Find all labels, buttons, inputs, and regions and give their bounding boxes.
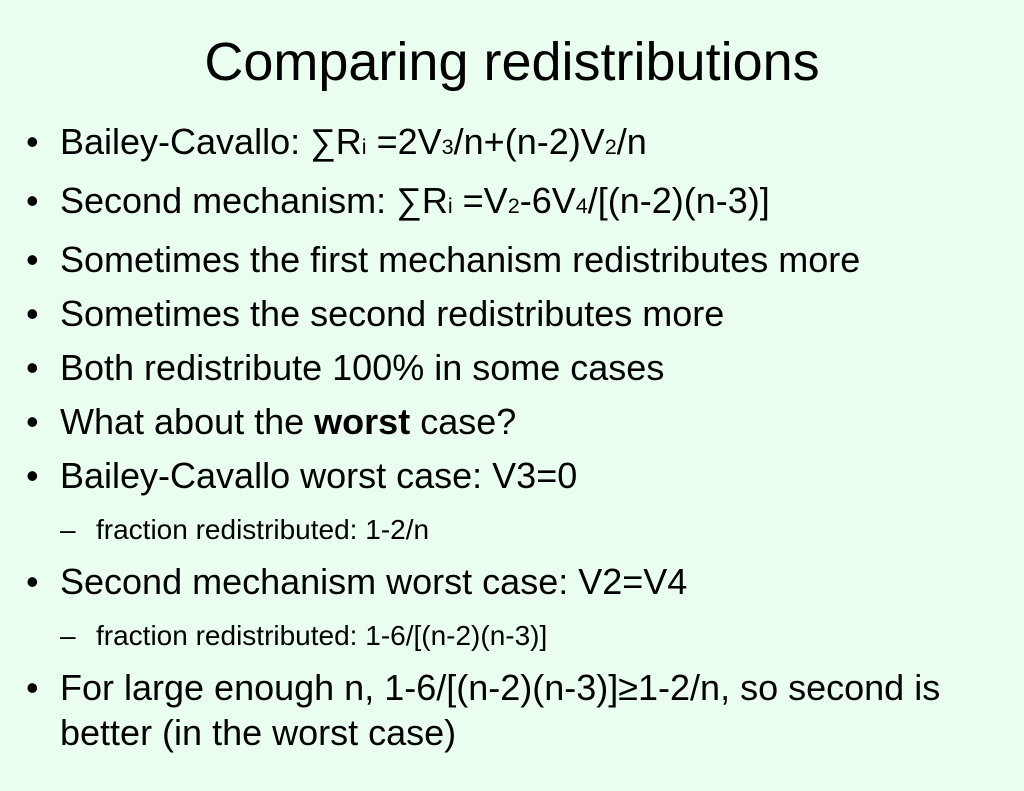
- sub-bullet: fraction redistributed: 1-6/[(n-2)(n-3)]: [0, 616, 1000, 656]
- text-run: -6V: [519, 180, 576, 221]
- bullet: Sometimes the second redistributes more: [0, 291, 1000, 336]
- text-run: Second mechanism worst case: V2=V4: [60, 561, 688, 602]
- subscript: 2: [507, 193, 520, 218]
- text-run: Sometimes the second redistributes more: [60, 293, 725, 334]
- text-run: /[(n-2)(n-3)]: [587, 180, 770, 221]
- text-run: /n: [616, 121, 647, 162]
- slide-title: Comparing redistributions: [204, 32, 820, 92]
- text-run: =V: [452, 180, 508, 221]
- text-run: What about the: [60, 401, 315, 442]
- bullet-list: Bailey-Cavallo: ∑Ri =2V3/n+(n-2)V2/nSeco…: [0, 110, 1000, 755]
- text-run: Both redistribute 100% in some cases: [60, 347, 665, 388]
- text-run: fraction redistributed: 1-6/[(n-2)(n-3)]: [96, 620, 548, 651]
- text-run: Sometimes the first mechanism redistribu…: [60, 239, 861, 280]
- subscript: 3: [441, 134, 454, 159]
- bullet: Both redistribute 100% in some cases: [0, 345, 1000, 390]
- bullet: What about the worst case?: [0, 399, 1000, 444]
- text-run: Bailey-Cavallo worst case: V3=0: [60, 455, 578, 496]
- text-run: case?: [410, 401, 517, 442]
- sub-bullet: fraction redistributed: 1-2/n: [0, 510, 1000, 550]
- subscript: i: [361, 134, 367, 159]
- bullet: Sometimes the first mechanism redistribu…: [0, 237, 1000, 282]
- text-run: /n+(n-2)V: [453, 121, 605, 162]
- text-run: fraction redistributed: 1-2/n: [96, 514, 430, 545]
- bullet: For large enough n, 1-6/[(n-2)(n-3)]≥1-2…: [0, 665, 1000, 755]
- text-run: =2V: [366, 121, 442, 162]
- bullet: Second mechanism: ∑Ri =V2-6V4/[(n-2)(n-3…: [0, 178, 1000, 228]
- text-run: Second mechanism: ∑R: [60, 180, 448, 221]
- bold-text: worst: [314, 401, 411, 442]
- bullet: Second mechanism worst case: V2=V4: [0, 559, 1000, 604]
- subscript: i: [447, 193, 453, 218]
- bullet: Bailey-Cavallo worst case: V3=0: [0, 453, 1000, 498]
- subscript: 2: [604, 134, 617, 159]
- bullet: Bailey-Cavallo: ∑Ri =2V3/n+(n-2)V2/n: [0, 119, 1000, 169]
- text-run: For large enough n, 1-6/[(n-2)(n-3)]≥1-2…: [60, 667, 941, 753]
- subscript: 4: [575, 193, 588, 218]
- text-run: Bailey-Cavallo: ∑R: [60, 121, 362, 162]
